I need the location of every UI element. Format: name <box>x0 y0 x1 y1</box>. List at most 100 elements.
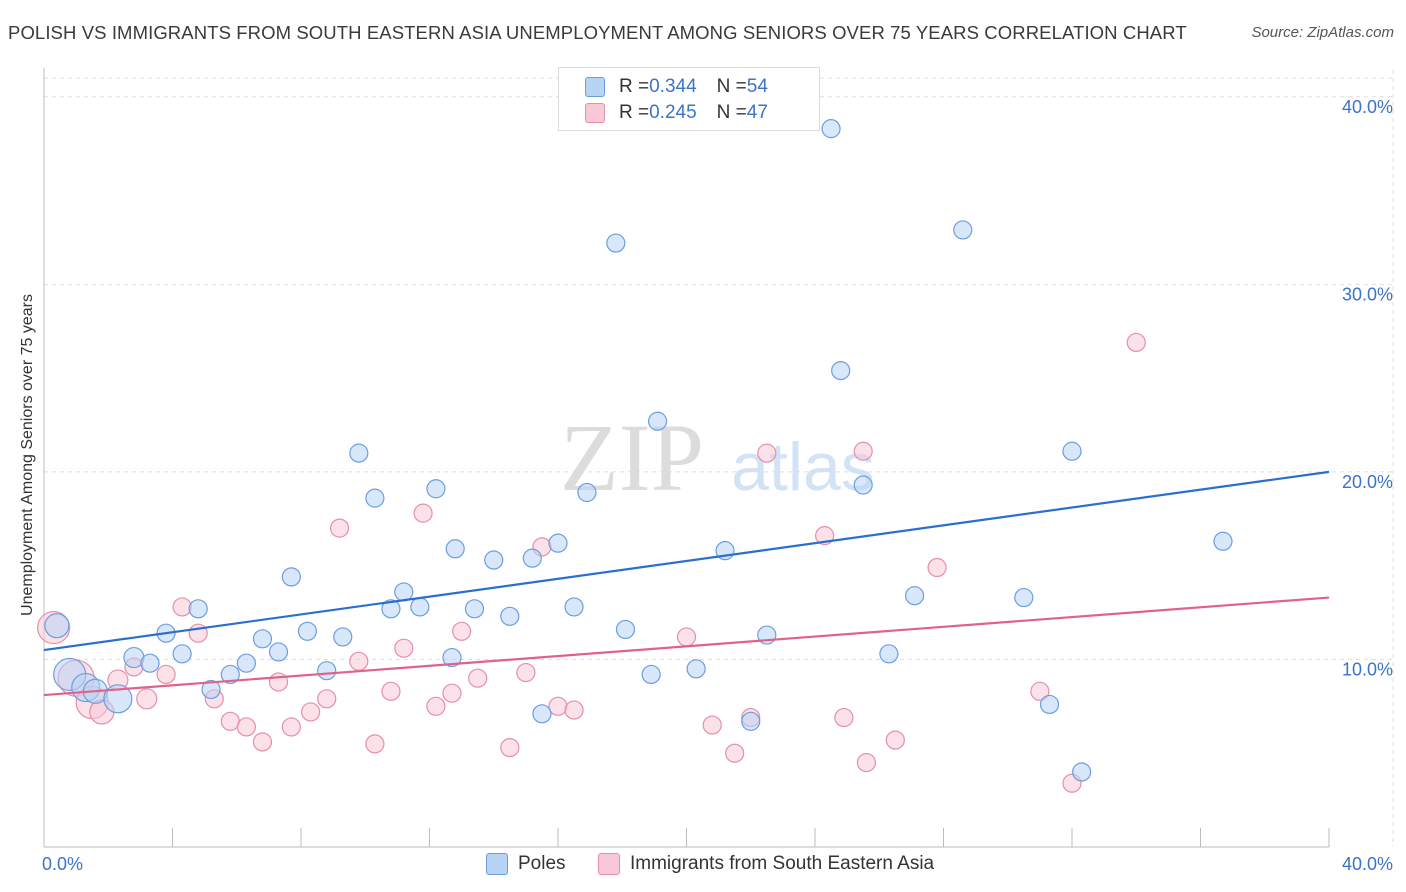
legend: R = 0.344 N = 54 R = 0.245 N = 47 <box>558 67 820 131</box>
watermark: ZIP atlas <box>560 404 875 511</box>
bottom-poles-swatch <box>486 853 508 875</box>
y-tick-label-0: 10.0% <box>1342 659 1393 679</box>
poles-point-12 <box>236 653 256 673</box>
source-label: Source: ZipAtlas.com <box>1251 24 1394 41</box>
poles-point-19 <box>349 443 369 463</box>
immigrants-points <box>37 332 1146 793</box>
immigrants-point-11 <box>220 711 240 731</box>
immigrants-point-29 <box>516 662 536 683</box>
poles-points <box>44 119 1233 782</box>
immigrants-n-value: 47 <box>746 102 768 123</box>
immigrants-point-24 <box>426 696 446 716</box>
bottom-legend-poles: Poles <box>486 852 566 876</box>
immigrants-point-21 <box>381 681 401 701</box>
immigrants-point-28 <box>500 737 520 758</box>
poles-point-26 <box>445 539 465 559</box>
immigrants-n-label: N = <box>716 102 747 123</box>
immigrants-point-46 <box>1126 332 1146 353</box>
immigrants-point-14 <box>268 672 289 692</box>
immigrants-point-12 <box>236 717 256 737</box>
immigrants-r-value: 0.245 <box>649 102 697 123</box>
bottom-immigrants-swatch <box>598 853 620 875</box>
immigrants-point-44 <box>1030 681 1050 701</box>
watermark-atlas: atlas <box>731 429 875 505</box>
immigrants-point-16 <box>301 702 321 722</box>
poles-point-20 <box>365 488 385 508</box>
poles-point-53 <box>1213 531 1233 551</box>
poles-point-28 <box>484 550 504 570</box>
immigrants-swatch <box>585 103 605 123</box>
poles-trend-line <box>43 470 1330 652</box>
poles-point-48 <box>953 220 973 240</box>
poles-point-39 <box>686 659 706 679</box>
poles-point-17 <box>317 661 337 681</box>
axes <box>43 68 1330 848</box>
chart-title: POLISH VS IMMIGRANTS FROM SOUTH EASTERN … <box>8 22 1187 43</box>
poles-point-50 <box>1039 694 1060 715</box>
immigrants-point-26 <box>452 621 472 641</box>
poles-point-45 <box>853 475 873 495</box>
poles-point-41 <box>741 711 761 731</box>
immigrants-point-18 <box>329 518 350 538</box>
poles-point-43 <box>821 119 841 139</box>
poles-n-label: N = <box>716 76 747 97</box>
poles-point-44 <box>831 360 851 381</box>
poles-point-16 <box>297 621 318 641</box>
y-tick-label-2: 30.0% <box>1342 284 1393 304</box>
poles-point-27 <box>464 599 485 619</box>
immigrants-point-35 <box>725 743 745 763</box>
poles-point-31 <box>532 704 552 724</box>
poles-point-36 <box>615 619 636 640</box>
immigrants-point-34 <box>702 715 722 735</box>
poles-point-33 <box>564 597 584 617</box>
legend-row-immigrants: R = 0.245 N = 47 <box>585 100 768 126</box>
immigrants-point-33 <box>676 627 697 647</box>
bottom-immigrants-label: Immigrants from South Eastern Asia <box>630 853 935 874</box>
immigrants-point-31 <box>548 696 568 716</box>
poles-n-value: 54 <box>746 76 768 97</box>
poles-point-21 <box>381 599 401 619</box>
poles-point-34 <box>577 482 597 503</box>
poles-point-4 <box>103 684 133 714</box>
immigrants-r-label: R = <box>619 102 650 123</box>
poles-point-0 <box>44 613 70 639</box>
legend-row-poles: R = 0.344 N = 54 <box>585 74 768 100</box>
immigrants-point-6 <box>136 688 158 710</box>
poles-r-value: 0.344 <box>649 76 697 97</box>
immigrants-point-25 <box>442 683 462 703</box>
x-tick-label-0: 0.0% <box>42 854 83 874</box>
poles-point-8 <box>172 644 192 664</box>
poles-point-9 <box>188 599 208 619</box>
poles-point-14 <box>268 642 289 662</box>
poles-point-13 <box>252 629 273 649</box>
poles-point-30 <box>522 548 542 568</box>
immigrants-point-43 <box>927 557 947 578</box>
immigrants-point-7 <box>156 664 176 685</box>
y-tick-label-1: 20.0% <box>1342 472 1393 492</box>
immigrants-point-17 <box>317 689 337 709</box>
poles-point-35 <box>606 233 626 253</box>
trend-lines <box>43 470 1330 697</box>
x-tick-label-1: 40.0% <box>1342 854 1393 874</box>
poles-point-46 <box>879 644 899 664</box>
poles-point-37 <box>641 664 661 685</box>
poles-r-label: R = <box>619 76 650 97</box>
poles-point-38 <box>647 411 668 431</box>
poles-point-18 <box>333 627 353 647</box>
immigrants-point-42 <box>885 730 905 750</box>
poles-point-10 <box>201 679 221 700</box>
poles-point-32 <box>548 533 568 553</box>
immigrants-point-15 <box>281 717 301 737</box>
poles-point-6 <box>140 653 160 673</box>
poles-point-47 <box>904 586 925 606</box>
poles-point-52 <box>1072 762 1092 782</box>
tick-labels: 10.0% 20.0% 30.0% 40.0% 0.0% 40.0% <box>42 97 1393 874</box>
bottom-legend-immigrants: Immigrants from South Eastern Asia <box>598 852 934 876</box>
immigrants-point-32 <box>564 700 584 720</box>
immigrants-point-20 <box>365 734 385 754</box>
poles-point-51 <box>1062 441 1082 461</box>
poles-point-29 <box>500 606 520 626</box>
immigrants-point-40 <box>853 441 873 461</box>
poles-point-15 <box>281 567 301 587</box>
